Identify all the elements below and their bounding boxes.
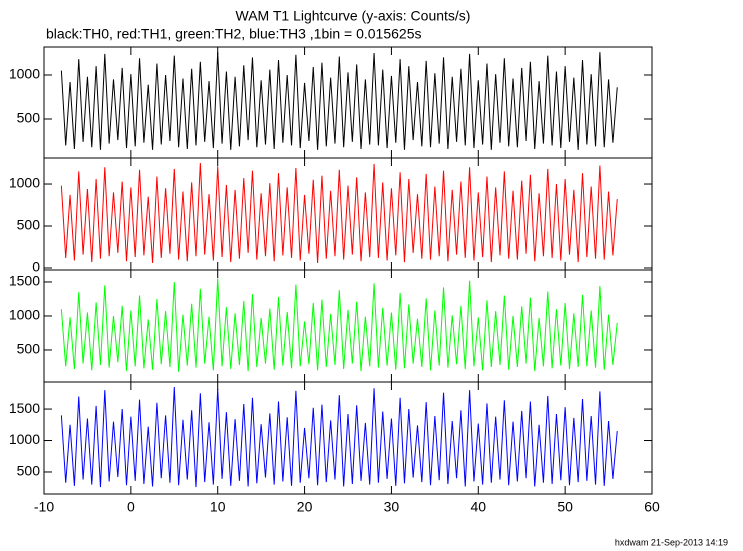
y-tick-label: 1000 bbox=[9, 175, 40, 191]
chart-subtitle: black:TH0, red:TH1, green:TH2, blue:TH3 … bbox=[46, 26, 421, 42]
panel-frame bbox=[43, 381, 653, 495]
y-tick-label: 500 bbox=[17, 217, 41, 233]
y-tick-label: 1500 bbox=[9, 400, 40, 416]
light-curve bbox=[60, 52, 618, 150]
x-tick-label: 50 bbox=[557, 499, 573, 515]
x-tick-label: 20 bbox=[297, 499, 313, 515]
y-tick-label: 1000 bbox=[9, 431, 40, 447]
y-tick-label: 1500 bbox=[9, 273, 40, 289]
y-tick-label: 500 bbox=[17, 110, 41, 126]
y-tick-label: 500 bbox=[17, 341, 41, 357]
y-tick-label: 500 bbox=[17, 463, 41, 479]
y-tick-label: 1000 bbox=[9, 66, 40, 82]
x-tick-label: 30 bbox=[384, 499, 400, 515]
x-tick-label: 10 bbox=[210, 499, 226, 515]
chart-title: WAM T1 Lightcurve (y-axis: Counts/s) bbox=[236, 8, 471, 24]
x-tick-label: 0 bbox=[127, 499, 135, 515]
light-curve bbox=[60, 387, 618, 488]
light-curve bbox=[60, 163, 618, 263]
footnote: hxdwam 21-Sep-2013 14:19 bbox=[615, 537, 728, 547]
light-curve bbox=[60, 278, 618, 372]
y-tick-label: 1000 bbox=[9, 307, 40, 323]
x-tick-label: -10 bbox=[34, 499, 54, 515]
x-tick-label: 40 bbox=[470, 499, 486, 515]
y-tick-label: 0 bbox=[32, 259, 40, 275]
x-tick-label: 60 bbox=[644, 499, 660, 515]
